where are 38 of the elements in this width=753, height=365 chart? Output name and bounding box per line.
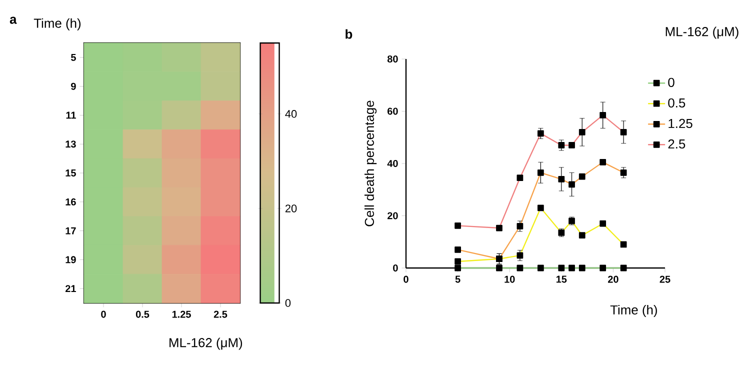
y-tick-label: 15 xyxy=(66,170,76,176)
chart-title: b xyxy=(346,29,352,39)
y-tick-label: 5 xyxy=(71,54,76,61)
y-tick-label: 11 xyxy=(66,112,76,119)
x-tick-label: 5 xyxy=(455,276,460,283)
x-tick-label: 20 xyxy=(608,276,618,283)
x-tick-label: 0 xyxy=(404,276,408,283)
y-tick-label: 9 xyxy=(71,82,76,90)
legend-title: ML-162 (μM) xyxy=(666,26,738,39)
x-tick-label: 0 xyxy=(101,310,106,318)
x-tick-label: 1.25 xyxy=(172,310,191,318)
color-bar-label: 0 xyxy=(285,299,291,307)
y-tick-label: 13 xyxy=(66,140,76,148)
y-tick-label: 60 xyxy=(388,108,398,115)
chart-title: a xyxy=(10,16,17,24)
y-tick-label: 80 xyxy=(387,55,398,63)
legend-label: 2.5 xyxy=(668,139,686,149)
color-bar-label: 20 xyxy=(285,204,297,212)
y-tick-label: 40 xyxy=(387,160,398,168)
x-axis-title: ML-162 (μM) xyxy=(170,338,242,350)
legend-label: 0 xyxy=(668,78,674,87)
y-axis-title: Cell death percentage xyxy=(364,100,377,226)
y-tick-label: 0 xyxy=(393,264,398,272)
y-tick-label: 17 xyxy=(66,227,76,234)
x-axis-title: Time (h) xyxy=(610,304,657,318)
x-tick-label: 0.5 xyxy=(136,310,150,318)
legend-label: 0.5 xyxy=(668,98,686,108)
x-tick-label: 25 xyxy=(660,276,670,283)
x-tick-label: 10 xyxy=(504,276,515,283)
color-bar-label: 40 xyxy=(285,110,297,118)
x-tick-label: 2.5 xyxy=(214,310,228,318)
y-tick-label: 16 xyxy=(66,198,76,206)
y-tick-label: 19 xyxy=(66,256,76,264)
y-tick-label: 20 xyxy=(387,212,398,220)
x-tick-label: 15 xyxy=(556,276,567,283)
y-axis-title: Time (h) xyxy=(34,18,81,30)
y-tick-label: 21 xyxy=(65,285,76,292)
legend-label: 1.25 xyxy=(668,118,692,128)
